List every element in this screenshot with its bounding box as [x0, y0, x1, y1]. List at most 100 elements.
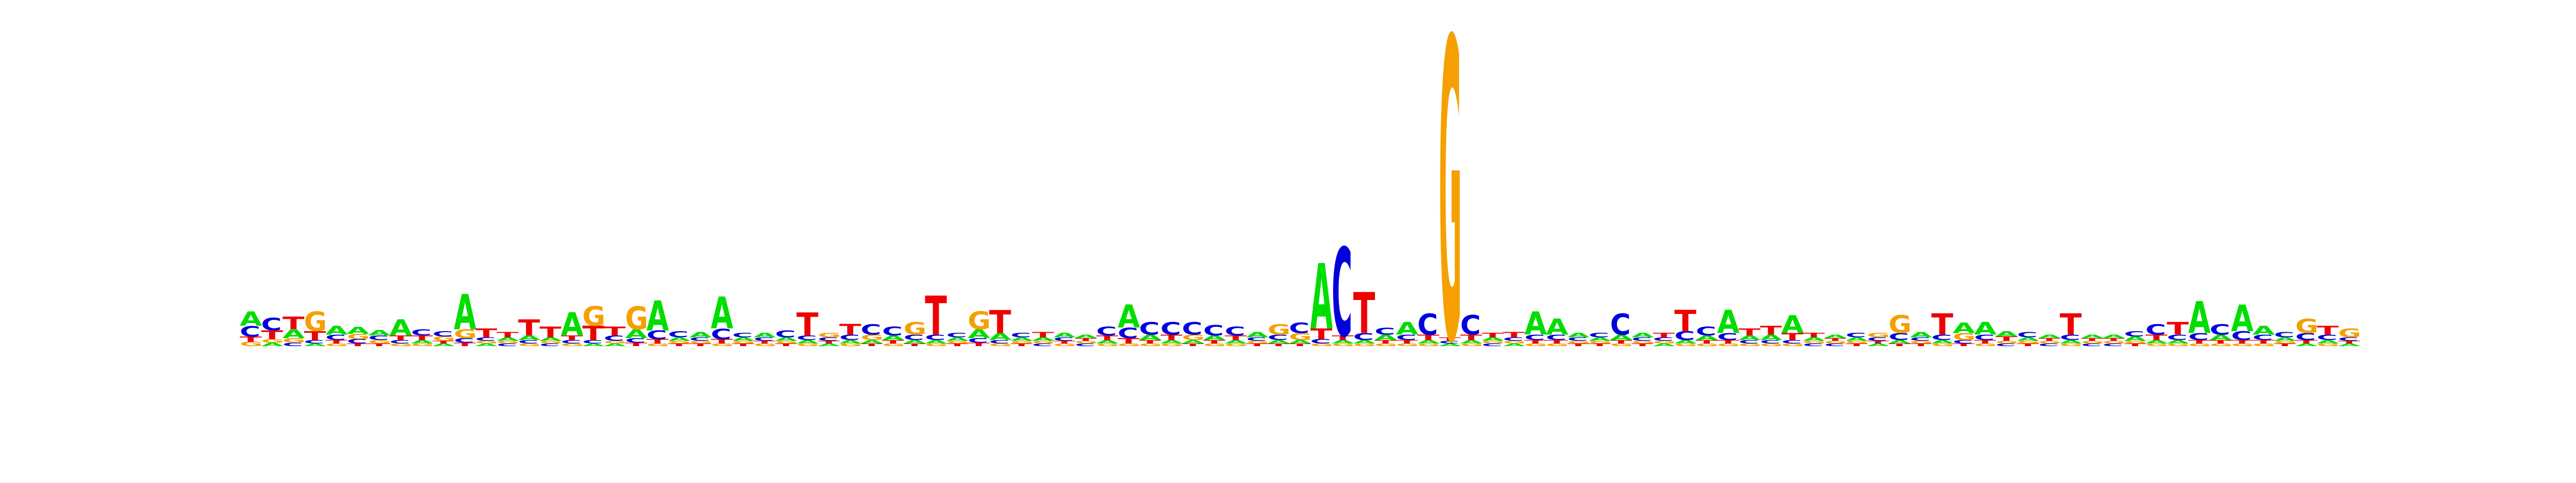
logo-letter-T: T — [1225, 334, 1247, 341]
logo-letter-C: C — [475, 336, 495, 342]
logo-letter-A: A — [1781, 310, 1804, 339]
logo-letter-G: G — [411, 343, 434, 347]
logo-letter-T: T — [1803, 332, 1825, 339]
logo-letter-T: T — [1246, 343, 1268, 347]
logo-letter-A: A — [1610, 333, 1633, 342]
logo-letter-T: T — [1610, 339, 1633, 345]
logo-letter-G: G — [689, 340, 712, 345]
logo-letter-G: G — [2038, 340, 2061, 345]
logo-letter-T: T — [1439, 336, 1461, 342]
logo-letter-C: C — [968, 337, 988, 344]
logo-letter-C: C — [454, 337, 474, 344]
logo-letter-G: G — [839, 343, 862, 347]
logo-letter-C: C — [1246, 336, 1267, 342]
logo-letter-C: C — [539, 343, 560, 347]
logo-letter-A: A — [2103, 334, 2125, 340]
logo-letter-C: C — [1139, 319, 1159, 339]
logo-letter-T: T — [282, 314, 304, 334]
logo-letter-T: T — [2274, 343, 2296, 347]
logo-letter-G: G — [1075, 340, 1098, 345]
logo-letter-T: T — [1289, 343, 1311, 347]
logo-letter-T: T — [1182, 343, 1204, 347]
logo-letter-G: G — [1053, 343, 1077, 347]
logo-letter-C: C — [861, 321, 881, 338]
logo-letter-A: A — [1139, 333, 1162, 342]
logo-letter-T: T — [775, 343, 797, 347]
logo-letter-T: T — [2209, 339, 2232, 345]
logo-letter-C: C — [433, 330, 453, 338]
logo-letter-G: G — [925, 343, 948, 347]
logo-letter-T: T — [925, 286, 947, 348]
logo-letter-C: C — [1482, 343, 1502, 347]
logo-letter-C: C — [2209, 321, 2230, 338]
logo-letter-G: G — [968, 307, 991, 335]
logo-letter-A: A — [604, 343, 626, 347]
logo-letter-A: A — [1696, 334, 1718, 341]
logo-letter-G: G — [2338, 326, 2361, 340]
logo-letter-T: T — [839, 321, 861, 338]
logo-letter-A: A — [411, 339, 434, 345]
logo-letter-C: C — [711, 325, 731, 342]
logo-letter-A: A — [753, 332, 776, 339]
logo-letter-A: A — [2188, 293, 2211, 343]
logo-letter-T: T — [1974, 339, 1996, 345]
logo-letter-A: A — [261, 342, 283, 348]
logo-letter-T: T — [1931, 308, 1953, 341]
logo-letter-T: T — [1374, 339, 1397, 345]
logo-letter-C: C — [1781, 339, 1802, 345]
logo-letter-T: T — [368, 343, 390, 347]
logo-letter-G: G — [454, 327, 477, 341]
logo-letter-C: C — [2146, 321, 2166, 338]
logo-letter-C: C — [1331, 223, 1352, 364]
logo-letter-A: A — [1567, 332, 1590, 339]
logo-letter-C: C — [732, 332, 752, 339]
logo-letter-T: T — [1546, 339, 1568, 345]
logo-letter-G: G — [1032, 340, 1055, 345]
logo-letter-G: G — [2231, 343, 2254, 347]
logo-letter-A: A — [582, 343, 605, 347]
logo-letter-G: G — [1781, 343, 1804, 347]
logo-letter-A: A — [689, 331, 712, 339]
logo-letter-A: A — [625, 327, 648, 341]
logo-letter-C: C — [2081, 343, 2102, 347]
logo-letter-C: C — [2338, 336, 2359, 342]
logo-letter-C: C — [604, 334, 624, 343]
logo-letter-G: G — [1331, 343, 1355, 347]
logo-letter-C: C — [1867, 336, 1887, 342]
logo-letter-T: T — [1096, 334, 1119, 341]
logo-letter-G: G — [2167, 343, 2190, 347]
logo-letter-A: A — [304, 343, 326, 347]
logo-letter-G: G — [1203, 343, 1226, 347]
logo-letter-C: C — [1075, 343, 1095, 347]
logo-letter-T: T — [2103, 338, 2125, 342]
logo-letter-A: A — [818, 343, 840, 347]
logo-letter-T: T — [753, 340, 775, 345]
logo-letter-G: G — [2295, 315, 2318, 338]
logo-letter-G: G — [1846, 340, 1869, 345]
logo-letter-T: T — [625, 342, 648, 348]
